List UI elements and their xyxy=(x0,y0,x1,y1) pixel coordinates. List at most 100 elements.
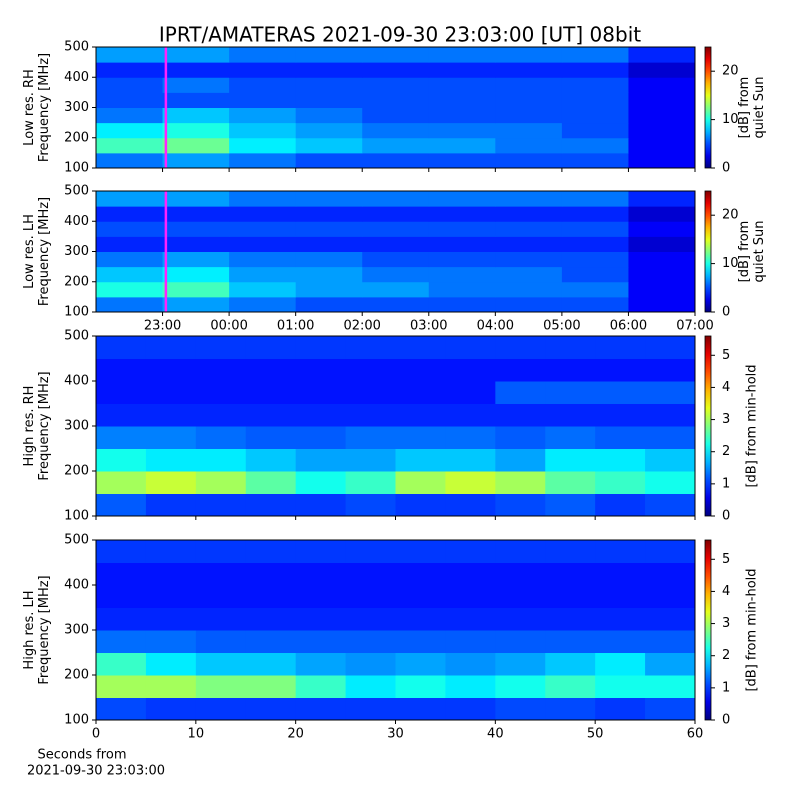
heatmap-cell xyxy=(645,426,696,449)
heatmap-cell xyxy=(628,221,696,237)
heatmap-cell xyxy=(595,697,646,721)
colorbar-tick-label: 4 xyxy=(722,380,730,395)
heatmap-cell xyxy=(245,426,297,449)
heatmap-cell xyxy=(295,191,363,207)
heatmap-cell xyxy=(295,221,363,237)
heatmap-cell xyxy=(229,62,297,78)
heatmap-cell xyxy=(628,236,696,252)
y-tick-label: 500 xyxy=(64,533,89,548)
heatmap-cell xyxy=(345,540,396,563)
heatmap-cell xyxy=(162,296,230,313)
heatmap-cell xyxy=(495,107,563,124)
heatmap-cell xyxy=(645,540,696,563)
heatmap-cell xyxy=(362,251,430,268)
heatmap-cell xyxy=(628,47,696,63)
heatmap-cell xyxy=(628,62,696,78)
y-tick-label: 500 xyxy=(64,329,89,344)
heatmap-cell xyxy=(162,191,230,207)
x-tick-label: 60 xyxy=(687,727,704,742)
heatmap-cell xyxy=(295,607,347,631)
colorbar-tick-label: 2 xyxy=(722,648,730,663)
heatmap-cell xyxy=(195,652,247,676)
x-tick-label: 00:00 xyxy=(210,319,247,334)
colorbar-tick-label: 5 xyxy=(722,552,730,567)
heatmap-cell xyxy=(195,358,247,382)
colorbar-tick-label: 20 xyxy=(722,64,739,79)
y-tick-label: 400 xyxy=(64,374,89,389)
x-tick-label: 02:00 xyxy=(343,319,380,334)
heatmap-cell xyxy=(96,137,164,154)
colorbar xyxy=(704,190,712,313)
heatmap-cell xyxy=(561,107,629,124)
heatmap-cell xyxy=(395,448,446,472)
heatmap-cell xyxy=(245,607,297,631)
heatmap-cell xyxy=(96,403,147,427)
y-axis-label: Frequency [MHz] xyxy=(37,371,52,480)
colorbar-tick-label: 5 xyxy=(722,348,730,363)
heatmap-cell xyxy=(545,697,596,721)
heatmap-cell xyxy=(595,336,646,359)
heatmap-cell xyxy=(96,697,147,721)
heatmap-cell xyxy=(145,562,197,586)
heatmap-cell xyxy=(295,281,363,298)
heatmap-cell xyxy=(445,697,496,721)
heatmap-cell xyxy=(345,675,396,698)
heatmap-cell xyxy=(628,152,696,169)
heatmap-cell xyxy=(362,47,430,63)
y-tick-label: 300 xyxy=(64,100,89,115)
heatmap-cell xyxy=(195,426,247,449)
heatmap-cell xyxy=(445,540,496,563)
heatmap-cell xyxy=(545,630,596,653)
heatmap-cell xyxy=(295,403,347,427)
heatmap-cell xyxy=(495,62,563,78)
heatmap-cell xyxy=(245,471,297,494)
heatmap-cell xyxy=(495,236,563,252)
heatmap-cell xyxy=(545,381,596,404)
heatmap-cell xyxy=(195,630,247,653)
heatmap-cell xyxy=(362,92,430,108)
y-tick-label: 400 xyxy=(64,214,89,229)
heatmap-cell xyxy=(245,381,297,404)
y-tick-label: 300 xyxy=(64,623,89,638)
heatmap-cell xyxy=(245,562,297,586)
heatmap-cell xyxy=(445,675,496,698)
colorbar-tick-label: 10 xyxy=(722,256,739,271)
heatmap-cell xyxy=(645,630,696,653)
heatmap-cell xyxy=(495,562,546,586)
heatmap-cell xyxy=(628,281,696,298)
heatmap-cell xyxy=(445,448,496,472)
heatmap-cell xyxy=(295,381,347,404)
heatmap-cell xyxy=(96,630,147,653)
heatmap-cell xyxy=(96,296,164,313)
heatmap-cell xyxy=(545,336,596,359)
x-tick-label: 0 xyxy=(92,727,100,742)
colorbar-label: quiet Sun xyxy=(752,76,767,138)
y-axis-label: High res. LH xyxy=(22,590,37,669)
heatmap-cell xyxy=(96,675,147,698)
heatmap-cell xyxy=(428,152,496,169)
y-axis-label: Frequency [MHz] xyxy=(37,197,52,306)
heatmap-cell xyxy=(445,358,496,382)
heatmap-cell xyxy=(362,62,430,78)
heatmap-cell xyxy=(96,562,147,586)
heatmap-cell xyxy=(595,540,646,563)
heatmap-cell xyxy=(495,92,563,108)
heatmap-cell xyxy=(195,607,247,631)
x-tick-label: 05:00 xyxy=(543,319,580,334)
heatmap-cell xyxy=(245,493,297,517)
colorbar-label: [dB] from xyxy=(737,77,752,139)
heatmap-cell xyxy=(195,471,247,494)
heatmap-cell xyxy=(495,281,563,298)
heatmap-cell xyxy=(561,137,629,154)
colorbar-tick-label: 20 xyxy=(722,208,739,223)
colorbar-tick-label: 0 xyxy=(722,509,730,524)
heatmap-cell xyxy=(96,107,164,124)
heatmap-cell xyxy=(162,77,230,93)
heatmap-cell xyxy=(495,675,546,698)
heatmap-cell xyxy=(561,266,629,283)
heatmap-cell xyxy=(428,92,496,108)
heatmap-cell xyxy=(395,675,446,698)
heatmap-cell xyxy=(362,107,430,124)
heatmap-cell xyxy=(395,540,446,563)
heatmap-cell xyxy=(645,448,696,472)
